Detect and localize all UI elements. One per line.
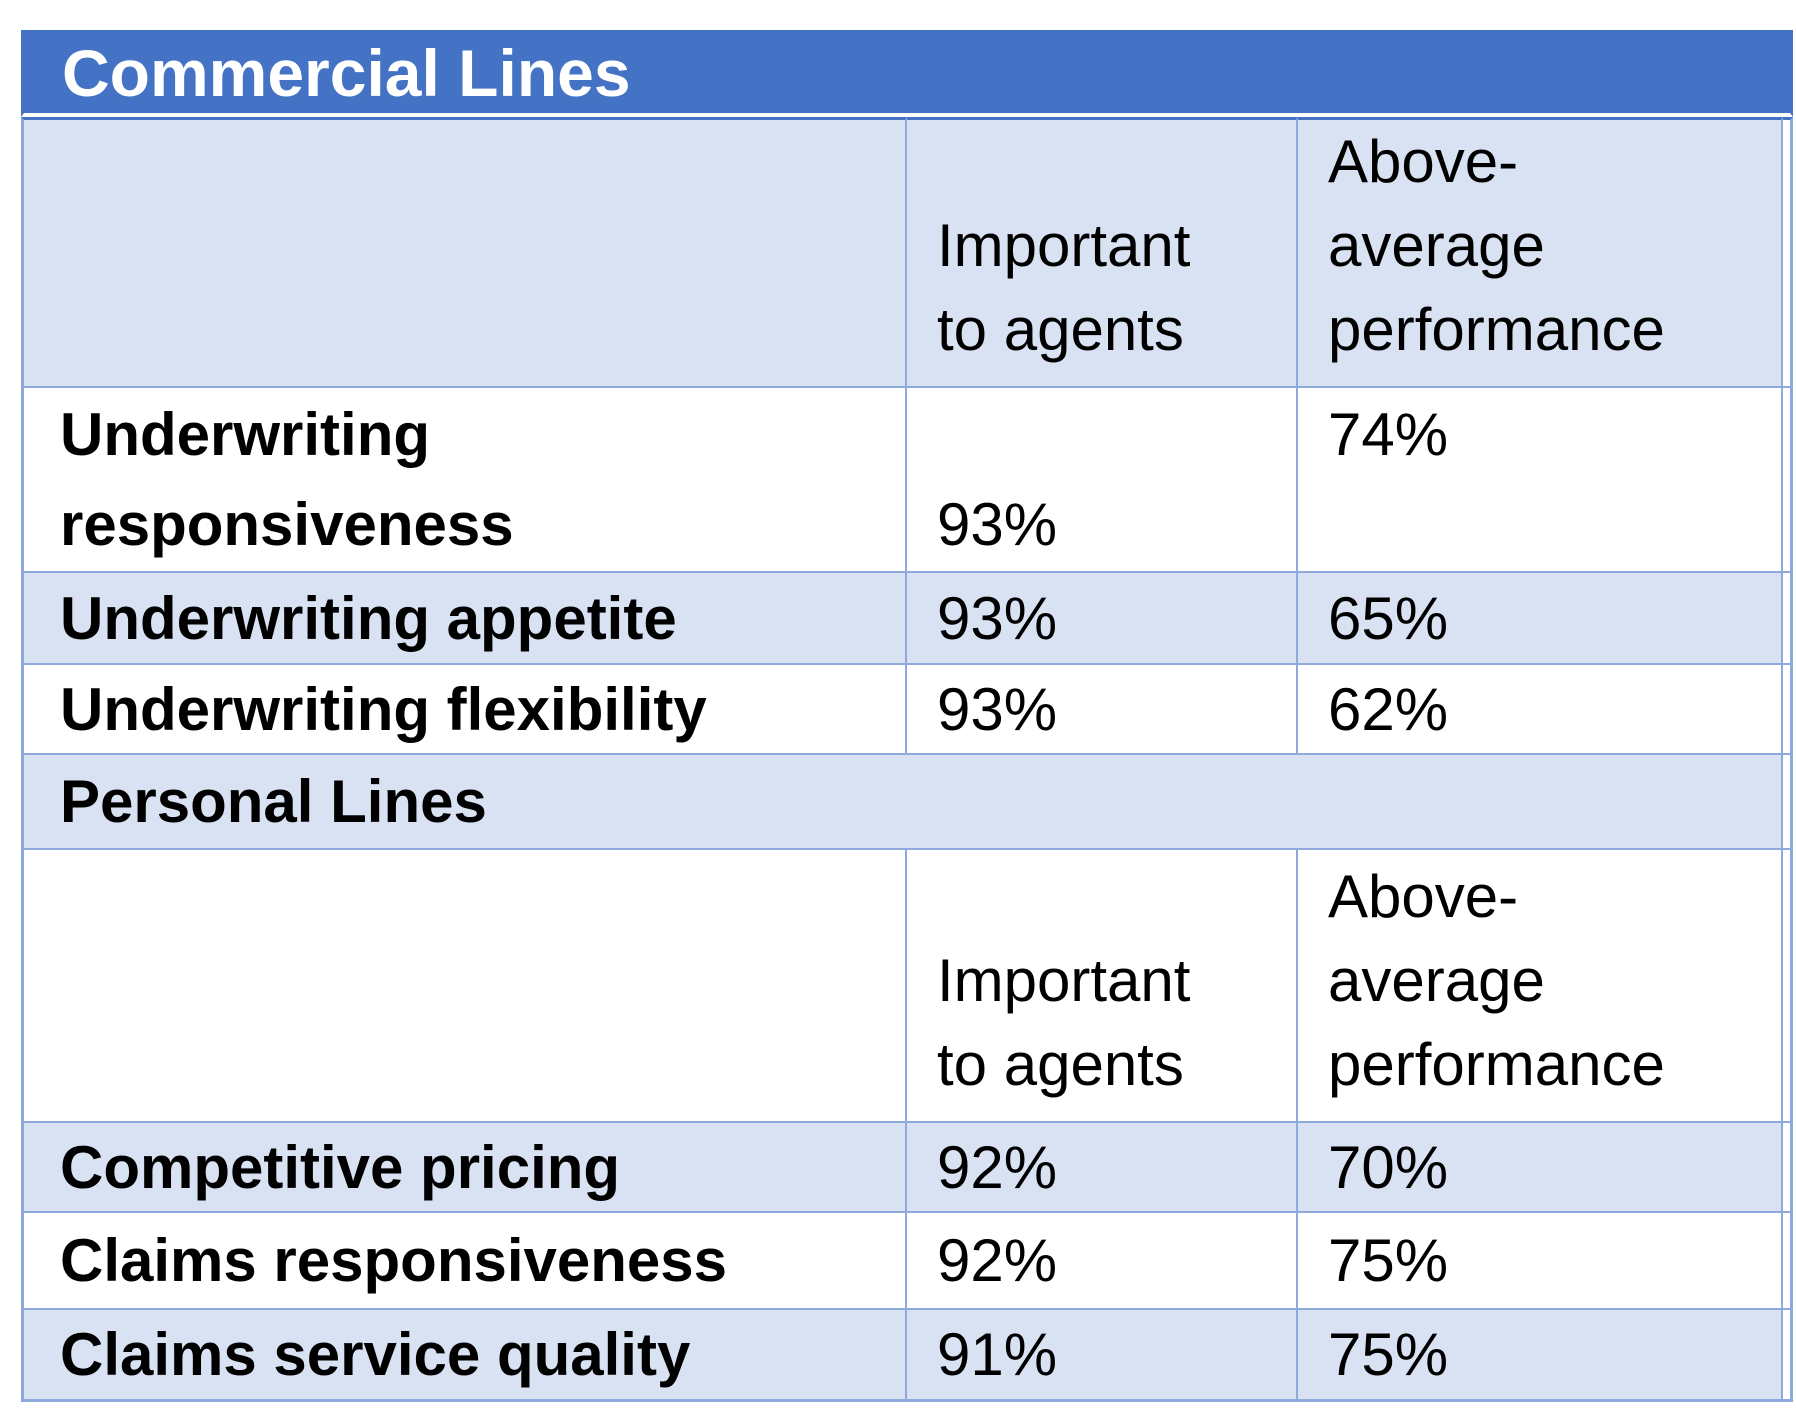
edge-spacer-cell [1783, 1310, 1794, 1402]
personal-header-row: Important to agents Above- average perfo… [21, 850, 1794, 1123]
performance-value: 62% [1298, 665, 1783, 755]
commercial-header-row: Important to agents Above- average perfo… [21, 117, 1794, 388]
survey-results-table: Commercial Lines Important to agents Abo… [21, 30, 1794, 1402]
commercial-lines-title-row: Commercial Lines [21, 30, 1794, 117]
performance-value: 75% [1298, 1213, 1783, 1310]
table-row: Competitive pricing 92% 70% [21, 1123, 1794, 1213]
important-value: 93% [907, 388, 1298, 573]
edge-spacer-cell [1783, 755, 1794, 850]
header-spacer-cell [21, 850, 907, 1123]
performance-value: 70% [1298, 1123, 1783, 1213]
header-spacer-cell [21, 117, 907, 388]
important-value: 93% [907, 573, 1298, 665]
table-row: Underwriting flexibility 93% 62% [21, 665, 1794, 755]
performance-value: 74% [1298, 388, 1783, 573]
row-label: Claims service quality [21, 1310, 907, 1402]
edge-spacer-cell [1783, 388, 1794, 573]
performance-value: 65% [1298, 573, 1783, 665]
row-label: Competitive pricing [21, 1123, 907, 1213]
personal-lines-title: Personal Lines [21, 755, 1783, 850]
performance-value: 75% [1298, 1310, 1783, 1402]
header-important-to-agents: Important to agents [907, 850, 1298, 1123]
important-value: 91% [907, 1310, 1298, 1402]
edge-spacer-cell [1783, 573, 1794, 665]
table-row: Claims responsiveness 92% 75% [21, 1213, 1794, 1310]
important-value: 92% [907, 1213, 1298, 1310]
row-label: Underwriting responsiveness [21, 388, 907, 573]
table-row: Claims service quality 91% 75% [21, 1310, 1794, 1402]
table-row: Underwriting appetite 93% 65% [21, 573, 1794, 665]
edge-spacer-cell [1783, 850, 1794, 1123]
header-above-average-performance: Above- average performance [1298, 117, 1783, 388]
edge-spacer-cell [1783, 117, 1794, 388]
row-label: Underwriting appetite [21, 573, 907, 665]
header-important-to-agents: Important to agents [907, 117, 1298, 388]
row-label: Underwriting flexibility [21, 665, 907, 755]
edge-spacer-cell [1783, 1213, 1794, 1310]
edge-spacer-cell [1783, 665, 1794, 755]
row-label: Claims responsiveness [21, 1213, 907, 1310]
important-value: 93% [907, 665, 1298, 755]
important-value: 92% [907, 1123, 1298, 1213]
table-row: Underwriting responsiveness 93% 74% [21, 388, 1794, 573]
commercial-lines-title: Commercial Lines [21, 30, 1794, 117]
edge-spacer-cell [1783, 1123, 1794, 1213]
header-above-average-performance: Above- average performance [1298, 850, 1783, 1123]
personal-lines-section-row: Personal Lines [21, 755, 1794, 850]
